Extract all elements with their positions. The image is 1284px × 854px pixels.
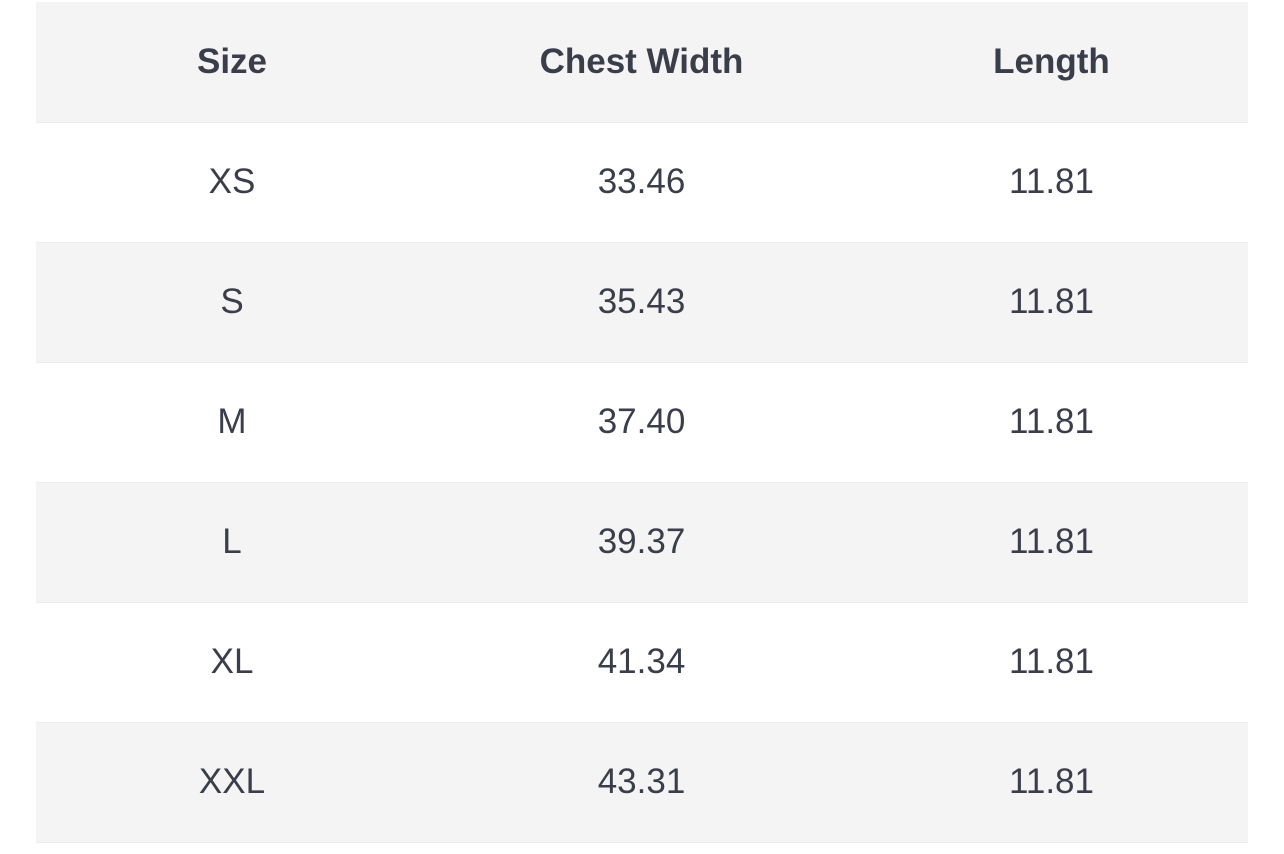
cell-size: XS <box>36 122 428 243</box>
cell-length: 11.81 <box>855 722 1248 843</box>
table-row: S 35.43 11.81 <box>36 242 1248 363</box>
table-row: XXL 43.31 11.81 <box>36 722 1248 843</box>
table-row: XS 33.46 11.81 <box>36 122 1248 243</box>
cell-size: M <box>36 362 428 483</box>
cell-chest-width: 33.46 <box>428 122 855 243</box>
cell-length: 11.81 <box>855 242 1248 363</box>
cell-length: 11.81 <box>855 122 1248 243</box>
table-row: XL 41.34 11.81 <box>36 602 1248 723</box>
cell-size: XL <box>36 602 428 723</box>
cell-chest-width: 43.31 <box>428 722 855 843</box>
cell-chest-width: 41.34 <box>428 602 855 723</box>
cell-length: 11.81 <box>855 362 1248 483</box>
header-length: Length <box>855 2 1248 123</box>
cell-chest-width: 39.37 <box>428 482 855 603</box>
size-chart-table: Size Chest Width Length XS 33.46 11.81 S… <box>36 2 1248 843</box>
cell-size: XXL <box>36 722 428 843</box>
cell-chest-width: 35.43 <box>428 242 855 363</box>
cell-length: 11.81 <box>855 482 1248 603</box>
table-row: M 37.40 11.81 <box>36 362 1248 483</box>
cell-size: L <box>36 482 428 603</box>
header-chest-width: Chest Width <box>428 2 855 123</box>
table-body: XS 33.46 11.81 S 35.43 11.81 M 37.40 11.… <box>36 122 1248 843</box>
cell-chest-width: 37.40 <box>428 362 855 483</box>
table-row: L 39.37 11.81 <box>36 482 1248 603</box>
header-row: Size Chest Width Length <box>36 2 1248 123</box>
cell-size: S <box>36 242 428 363</box>
cell-length: 11.81 <box>855 602 1248 723</box>
table-header: Size Chest Width Length <box>36 2 1248 123</box>
header-size: Size <box>36 2 428 123</box>
